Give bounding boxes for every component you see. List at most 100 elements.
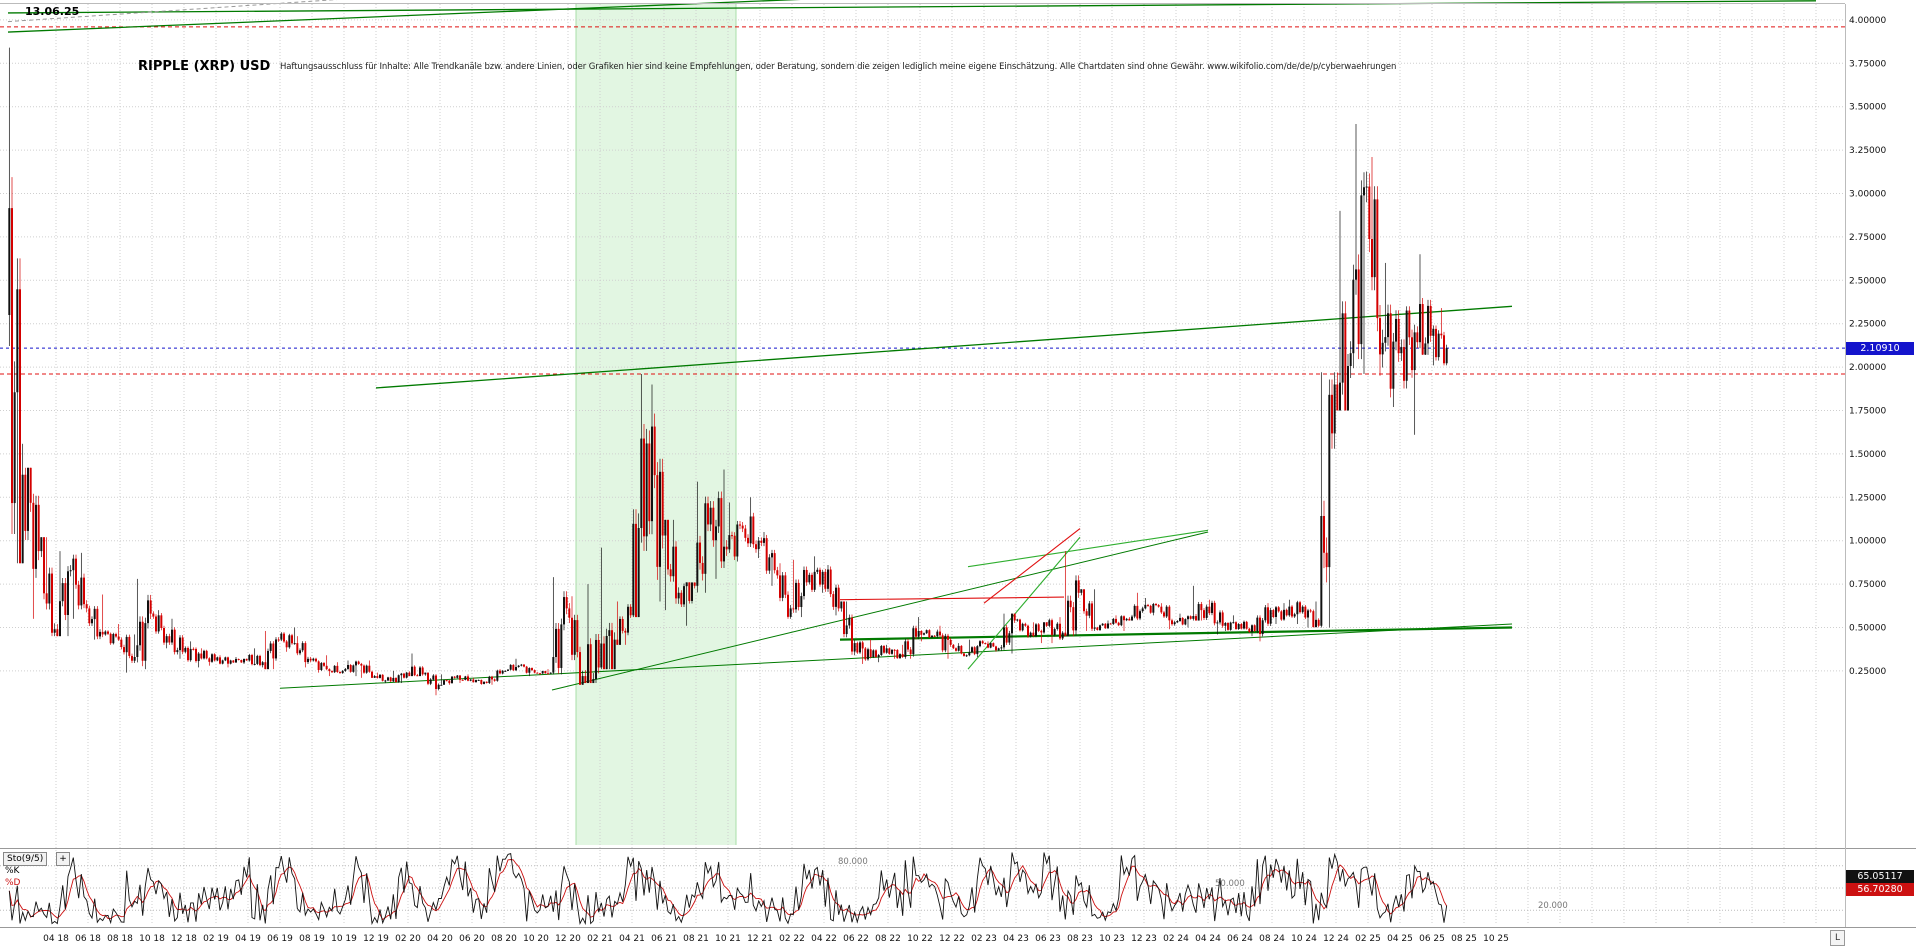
- candle: [192, 648, 195, 650]
- candle: [608, 630, 611, 636]
- candle: [67, 571, 69, 615]
- candle: [245, 658, 248, 661]
- candle: [651, 426, 653, 522]
- candle: [739, 524, 741, 526]
- candle: [845, 625, 848, 635]
- reference-hlines[interactable]: [0, 26, 1845, 375]
- candle: [1221, 612, 1224, 626]
- gridlines: [0, 4, 1845, 925]
- candle: [1077, 580, 1080, 593]
- candle: [1432, 328, 1435, 336]
- candle: [885, 648, 888, 653]
- candle: [1115, 618, 1117, 623]
- candle: [744, 528, 747, 538]
- candle: [1373, 199, 1376, 278]
- candle: [99, 631, 101, 637]
- candle: [1235, 622, 1237, 629]
- candle: [32, 502, 35, 569]
- candle: [72, 558, 75, 571]
- candle: [963, 653, 965, 656]
- candle: [485, 681, 488, 684]
- candle: [1323, 516, 1325, 553]
- candle: [848, 617, 851, 626]
- candle: [760, 540, 763, 543]
- candle: [765, 538, 768, 571]
- candle: [1267, 607, 1269, 624]
- candle: [371, 671, 373, 678]
- candle: [104, 631, 107, 635]
- candle: [715, 526, 717, 541]
- candle: [1128, 618, 1131, 621]
- candle: [61, 583, 64, 602]
- time-tick-label: 10 22: [907, 934, 933, 944]
- candle: [1445, 348, 1448, 364]
- candle: [320, 663, 323, 670]
- candle: [1261, 620, 1264, 635]
- candle: [544, 671, 547, 674]
- candle: [1400, 347, 1403, 354]
- stochastic-indicator-label[interactable]: Sto(9/5): [3, 852, 48, 866]
- candle: [931, 635, 933, 638]
- candle: [448, 680, 451, 684]
- stochastic-settings-button[interactable]: +: [56, 852, 70, 866]
- candle: [152, 613, 155, 617]
- candle: [1179, 617, 1181, 621]
- candle: [557, 628, 560, 668]
- candle: [685, 582, 688, 587]
- time-tick-label: 06 22: [843, 934, 869, 944]
- candle: [157, 615, 160, 632]
- candle: [480, 679, 483, 684]
- linear-scale-toggle[interactable]: L: [1830, 930, 1845, 946]
- candle: [541, 671, 544, 674]
- trendlines[interactable]: [7, 0, 1817, 691]
- candle: [51, 573, 53, 633]
- candle: [547, 673, 549, 675]
- candle: [899, 654, 901, 659]
- candle: [635, 523, 637, 618]
- time-tick-label: 06 25: [1419, 934, 1445, 944]
- candle: [483, 681, 485, 684]
- candle: [256, 655, 259, 664]
- candle: [477, 679, 480, 681]
- candle: [859, 642, 861, 653]
- candle: [643, 438, 645, 537]
- candle: [971, 647, 973, 653]
- candle: [1200, 604, 1203, 611]
- candle: [949, 639, 952, 645]
- candle: [1176, 620, 1179, 623]
- candle: [539, 673, 541, 675]
- candle: [1243, 621, 1245, 629]
- candle: [397, 675, 400, 683]
- candle: [827, 569, 829, 589]
- price-tick-label: 3.50000: [1849, 103, 1886, 113]
- candle: [224, 657, 227, 661]
- candle: [435, 675, 437, 690]
- candle: [995, 646, 997, 651]
- candle: [387, 677, 389, 681]
- candle: [123, 647, 125, 653]
- candle: [389, 677, 392, 682]
- candle: [1219, 612, 1221, 623]
- candle: [429, 679, 432, 684]
- candle: [1083, 589, 1085, 612]
- candle: [499, 670, 501, 674]
- candle: [880, 646, 883, 655]
- candle: [216, 657, 219, 661]
- candle: [1333, 384, 1336, 434]
- candle: [176, 650, 179, 653]
- candle: [776, 570, 779, 576]
- candle: [1365, 186, 1368, 188]
- candle: [1203, 610, 1205, 618]
- candle: [248, 655, 251, 661]
- candle: [173, 629, 176, 653]
- candle: [1408, 310, 1411, 338]
- candle: [229, 660, 232, 664]
- candle: [976, 646, 979, 655]
- candle: [1069, 600, 1072, 608]
- time-tick-label: 04 23: [1003, 934, 1029, 944]
- candle: [133, 657, 136, 661]
- candle: [240, 660, 243, 663]
- candle: [419, 667, 421, 677]
